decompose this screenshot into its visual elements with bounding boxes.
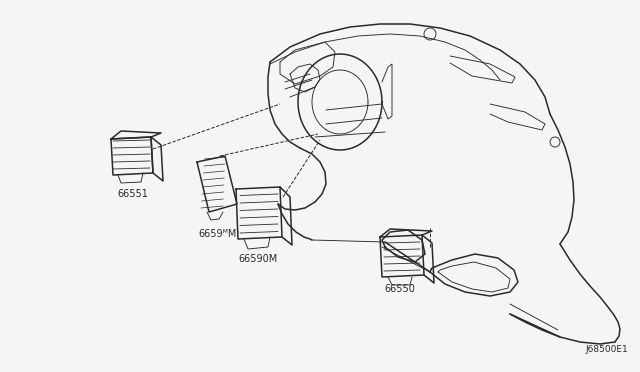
Text: 66590M: 66590M — [238, 254, 278, 264]
Text: 66551: 66551 — [118, 189, 148, 199]
Text: 6659ᴹM: 6659ᴹM — [199, 229, 237, 239]
Text: J68500E1: J68500E1 — [585, 345, 628, 354]
Text: 66550: 66550 — [385, 284, 415, 294]
